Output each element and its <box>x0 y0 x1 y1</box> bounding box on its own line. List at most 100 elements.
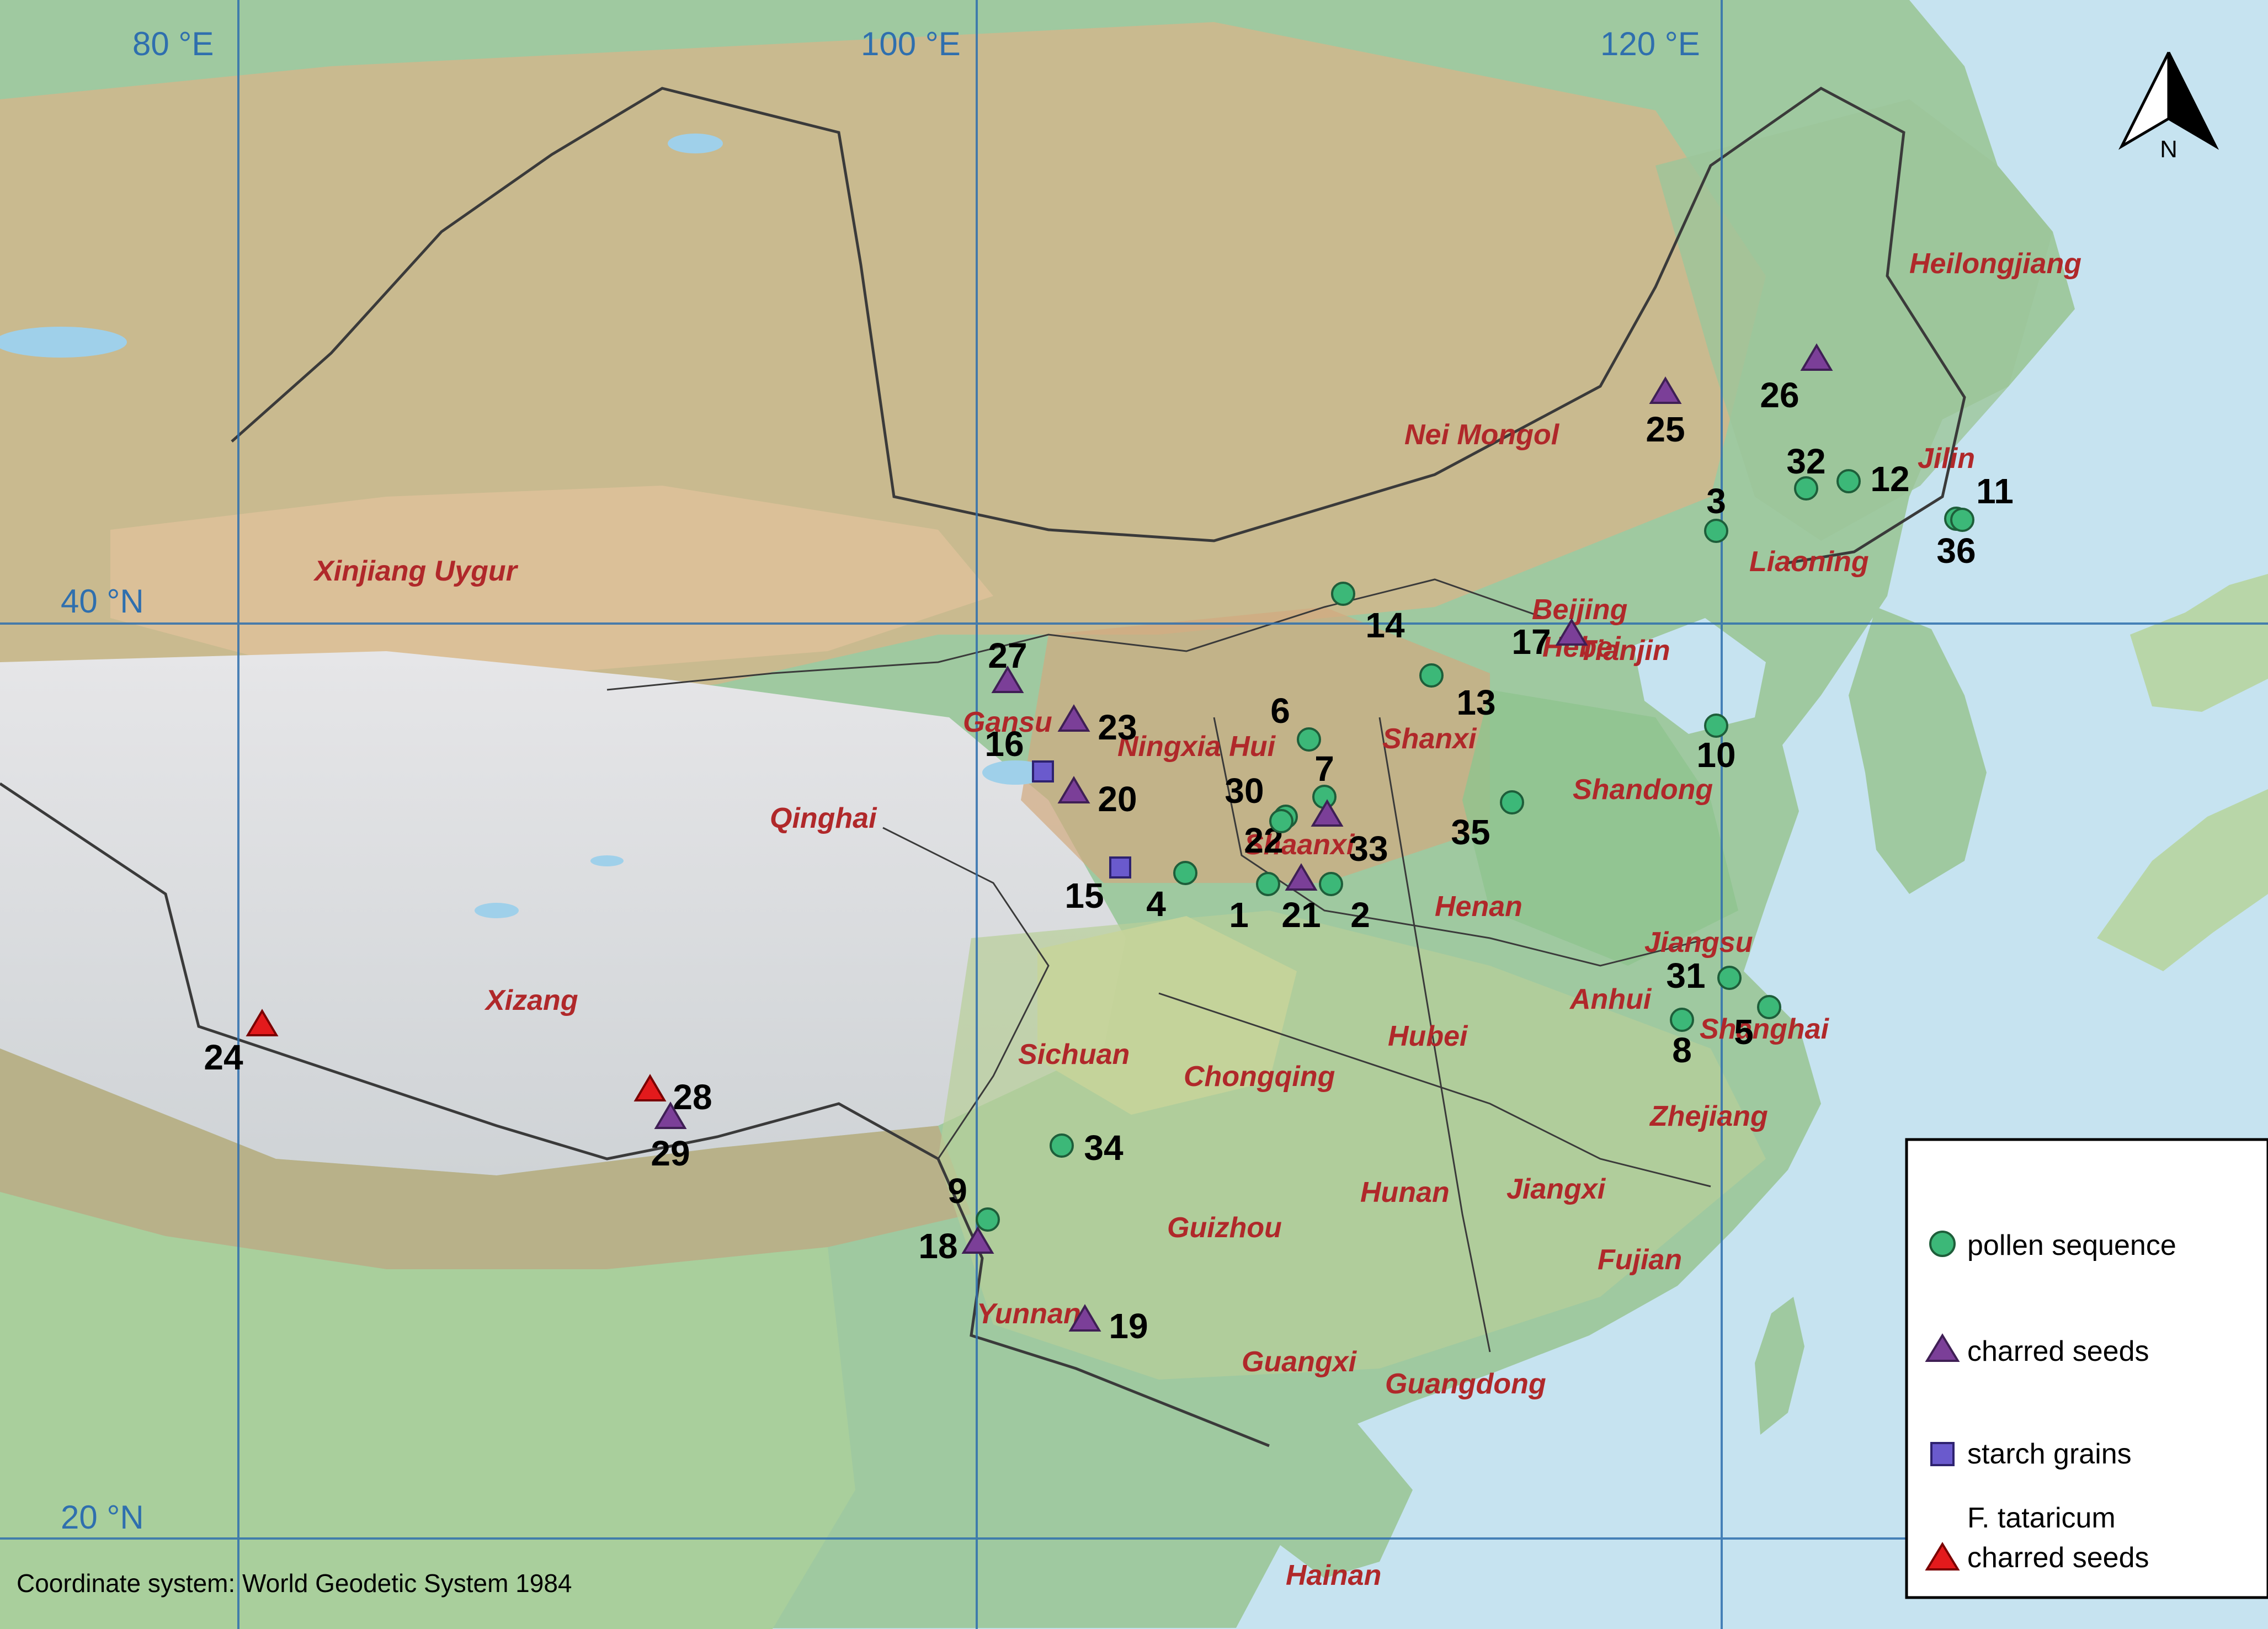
legend-starch-icon <box>1930 1442 1955 1466</box>
site-number: 5 <box>1734 1012 1754 1052</box>
north-china-plain <box>1462 690 1738 966</box>
india-lowland <box>0 1192 855 1629</box>
province-label: Shanxi <box>1382 723 1477 755</box>
site-number: 34 <box>1084 1128 1124 1168</box>
site-marker-pollen <box>1670 1008 1694 1032</box>
province-label: Jilin <box>1918 443 1975 475</box>
province-border-2 <box>882 827 1050 1159</box>
tarim-basin <box>110 486 993 673</box>
site-number: 21 <box>1281 895 1321 935</box>
province-label: Chongqing <box>1184 1061 1335 1093</box>
site-marker-seed <box>1311 799 1344 827</box>
site-marker-seed <box>991 666 1024 693</box>
site-marker-pollen <box>1704 519 1728 543</box>
site-number: 19 <box>1109 1306 1148 1346</box>
site-marker-pollen <box>1836 469 1861 493</box>
south-border <box>0 782 1270 1447</box>
site-marker-pollen <box>1717 966 1742 990</box>
province-label: Nei Mongol <box>1404 419 1560 451</box>
site-marker-pollen <box>1256 872 1280 896</box>
site-marker-pollen <box>1319 872 1343 896</box>
legend-tatar-label-1: F. tataricum <box>1967 1502 2116 1534</box>
province-label: Jiangsu <box>1644 927 1753 959</box>
province-label: Anhui <box>1569 983 1652 1015</box>
site-number: 12 <box>1870 459 1909 499</box>
site-number: 14 <box>1365 605 1405 645</box>
site-number: 7 <box>1314 749 1334 789</box>
province-label: Hainan <box>1286 1559 1381 1591</box>
site-number: 1 <box>1229 895 1249 935</box>
taiwan-island <box>1755 1297 1804 1435</box>
site-marker-pollen <box>1173 861 1197 885</box>
site-marker-seed <box>1649 376 1682 404</box>
site-number: 15 <box>1064 876 1104 915</box>
site-number: 17 <box>1511 622 1551 662</box>
site-marker-pollen <box>1419 663 1444 688</box>
northeast-forest <box>1655 99 2053 541</box>
site-number: 23 <box>1098 707 1137 747</box>
north-arrow-right-half <box>2167 51 2219 150</box>
site-marker-pollen <box>976 1207 1000 1232</box>
legend-box <box>1905 1138 2268 1599</box>
province-border-1 <box>606 578 1546 691</box>
site-number: 35 <box>1451 812 1490 852</box>
lake-plateau-2 <box>590 855 624 866</box>
japan-island <box>2097 789 2268 971</box>
province-label: Shaanxi <box>1244 829 1355 861</box>
site-number: 10 <box>1696 735 1735 775</box>
legend-starch-label: starch grains <box>1967 1438 2132 1470</box>
borders <box>0 87 1966 1447</box>
lon-label-120: 120 °E <box>1600 25 1700 62</box>
province-label: Liaoning <box>1749 546 1869 578</box>
lake-balkhash <box>0 327 127 358</box>
site-number: 8 <box>1672 1030 1692 1070</box>
site-number: 18 <box>918 1226 957 1266</box>
site-marker-seed <box>1057 704 1090 732</box>
site-number: 24 <box>204 1037 243 1077</box>
lat-label-20: 20 °N <box>61 1499 144 1536</box>
mountain-band <box>0 1048 971 1269</box>
province-border-4 <box>1158 992 1711 1188</box>
legend-pollen-label: pollen sequence <box>1967 1229 2176 1261</box>
province-label: Jiangxi <box>1506 1173 1606 1205</box>
site-number: 33 <box>1349 829 1388 869</box>
province-label: Sichuan <box>1018 1039 1130 1071</box>
legend-pollen-icon <box>1929 1231 1956 1257</box>
site-number: 31 <box>1666 956 1705 996</box>
site-number: 11 <box>1976 471 2014 511</box>
site-number: 27 <box>988 636 1027 675</box>
site-number: 36 <box>1936 531 1976 571</box>
north-arrow-label: N <box>2160 136 2178 163</box>
site-marker-pollen <box>1500 790 1524 815</box>
site-number: 25 <box>1646 409 1685 449</box>
site-marker-tatar <box>246 1009 279 1036</box>
site-number: 2 <box>1350 895 1370 935</box>
lat-label-40: 40 °N <box>61 583 144 620</box>
site-number: 16 <box>984 724 1024 764</box>
site-marker-seed <box>1800 343 1833 371</box>
site-number: 13 <box>1456 683 1495 722</box>
graticule-labels: 80 °E 100 °E 120 °E 40 °N 20 °N <box>61 25 1700 1536</box>
province-label: Guangdong <box>1385 1368 1546 1400</box>
province-label: Zhejiang <box>1649 1100 1768 1132</box>
site-number: 32 <box>1786 441 1825 481</box>
japan-island-north <box>2130 574 2268 712</box>
site-marker-tatar <box>633 1074 667 1101</box>
province-labels: Heilongjiang Nei Mongol Jilin Liaoning X… <box>313 248 2081 1591</box>
province-label: Henan <box>1435 891 1522 923</box>
site-markers: 1 234567891011121314151617181920212223242… <box>204 343 2014 1346</box>
province-label: Guangxi <box>1242 1346 1357 1378</box>
legend: pollen sequence charred seeds starch gra… <box>1905 1138 2268 1599</box>
national-border <box>231 87 1966 565</box>
site-number: 26 <box>1760 375 1799 415</box>
site-marker-pollen <box>1950 508 1974 532</box>
lon-label-100: 100 °E <box>861 25 961 62</box>
site-marker-seed <box>1057 776 1090 803</box>
site-marker-pollen <box>1269 809 1293 833</box>
province-label: Qinghai <box>770 802 877 834</box>
legend-tatar-icon <box>1925 1542 1960 1571</box>
lon-label-80: 80 °E <box>132 25 214 62</box>
province-label: Guizhou <box>1167 1212 1282 1244</box>
